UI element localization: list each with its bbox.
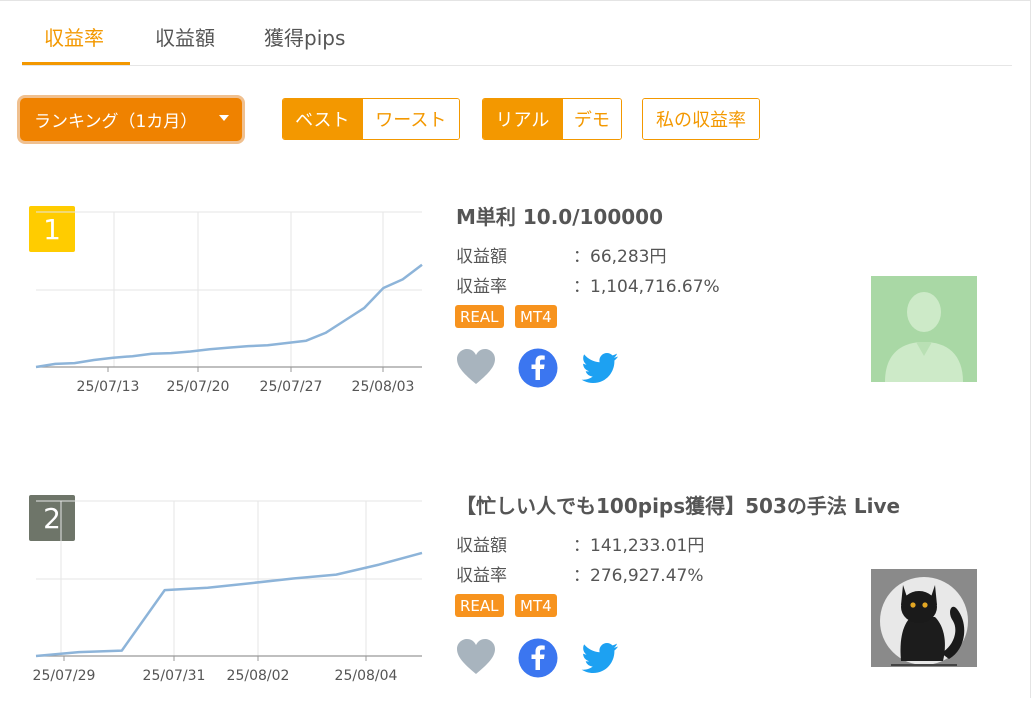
real-button[interactable]: リアル bbox=[483, 99, 562, 139]
dropdown-label: ランキング（1カ月） bbox=[34, 112, 198, 132]
heart-icon[interactable] bbox=[456, 638, 496, 678]
real-badge: REAL bbox=[455, 594, 504, 617]
ranking-entry: 1 25/07/13 25/07/20 25/07/27 25/08/03 M単利 1… bbox=[0, 186, 1031, 426]
default-user-avatar-icon bbox=[871, 276, 977, 382]
worst-button[interactable]: ワースト bbox=[361, 99, 459, 139]
amount-value: ：141,233.01円 bbox=[573, 536, 705, 556]
best-worst-toggle: ベスト ワースト bbox=[282, 98, 460, 140]
user-avatar bbox=[871, 569, 977, 667]
tab-pips[interactable]: 獲得pips bbox=[264, 26, 346, 50]
series-line bbox=[35, 263, 423, 369]
profit-chart: 25/07/29 25/07/31 25/08/02 25/08/04 bbox=[33, 500, 423, 684]
x-tick-label: 25/08/04 bbox=[335, 668, 398, 684]
mt4-badge: MT4 bbox=[515, 305, 557, 328]
amount-label: 収益額 bbox=[456, 536, 507, 556]
my-profit-rate-button-wrap: 私の収益率 bbox=[642, 98, 760, 140]
mt4-badge: MT4 bbox=[515, 594, 557, 617]
black-cat-avatar-icon bbox=[871, 569, 977, 667]
x-tick-label: 25/07/31 bbox=[143, 668, 206, 684]
tab-bar: 収益率 収益額 獲得pips bbox=[22, 14, 1012, 66]
real-demo-toggle: リアル デモ bbox=[482, 98, 622, 140]
rate-label: 収益率 bbox=[456, 277, 507, 297]
ranking-period-dropdown[interactable]: ランキング（1カ月） bbox=[17, 95, 245, 144]
system-title[interactable]: 【忙しい人でも100pips獲得】503の手法 Live bbox=[456, 494, 901, 518]
tab-profit-rate[interactable]: 収益率 bbox=[22, 22, 130, 65]
amount-label: 収益額 bbox=[456, 247, 507, 267]
best-button[interactable]: ベスト bbox=[283, 99, 362, 139]
rate-label: 収益率 bbox=[456, 566, 507, 586]
my-profit-rate-button[interactable]: 私の収益率 bbox=[643, 99, 759, 139]
tab-profit-amount[interactable]: 収益額 bbox=[155, 26, 215, 50]
heart-icon[interactable] bbox=[456, 348, 496, 388]
rate-value: ：1,104,716.67% bbox=[573, 277, 720, 297]
x-tick-label: 25/07/20 bbox=[167, 379, 230, 395]
twitter-icon[interactable] bbox=[580, 348, 620, 388]
facebook-icon[interactable] bbox=[518, 348, 558, 388]
demo-button[interactable]: デモ bbox=[561, 99, 621, 139]
rank-badge: 2 bbox=[29, 495, 75, 541]
x-tick-label: 25/08/02 bbox=[227, 668, 290, 684]
x-tick-label: 25/08/03 bbox=[352, 379, 415, 395]
profit-chart: 25/07/13 25/07/20 25/07/27 25/08/03 bbox=[35, 211, 423, 395]
user-avatar bbox=[871, 276, 977, 382]
x-tick-label: 25/07/27 bbox=[260, 379, 323, 395]
x-tick-label: 25/07/29 bbox=[33, 668, 96, 684]
ranking-entry: 2 25/07/29 25/07/31 25/08/02 25/08/04 【忙しい人… bbox=[0, 475, 1031, 715]
facebook-icon[interactable] bbox=[518, 638, 558, 678]
real-badge: REAL bbox=[455, 305, 504, 328]
system-title[interactable]: M単利 10.0/100000 bbox=[456, 205, 664, 229]
rate-value: ：276,927.47% bbox=[573, 566, 704, 586]
caret-down-icon bbox=[219, 115, 229, 121]
amount-value: ：66,283円 bbox=[573, 247, 667, 267]
rank-badge: 1 bbox=[29, 206, 75, 252]
series-line bbox=[35, 551, 423, 658]
x-tick-label: 25/07/13 bbox=[77, 379, 140, 395]
twitter-icon[interactable] bbox=[580, 638, 620, 678]
